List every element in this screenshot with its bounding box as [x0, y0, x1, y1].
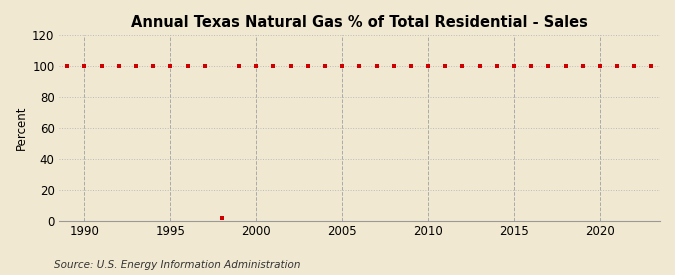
Text: Source: U.S. Energy Information Administration: Source: U.S. Energy Information Administ… [54, 260, 300, 270]
Title: Annual Texas Natural Gas % of Total Residential - Sales: Annual Texas Natural Gas % of Total Resi… [131, 15, 588, 30]
Y-axis label: Percent: Percent [15, 106, 28, 150]
